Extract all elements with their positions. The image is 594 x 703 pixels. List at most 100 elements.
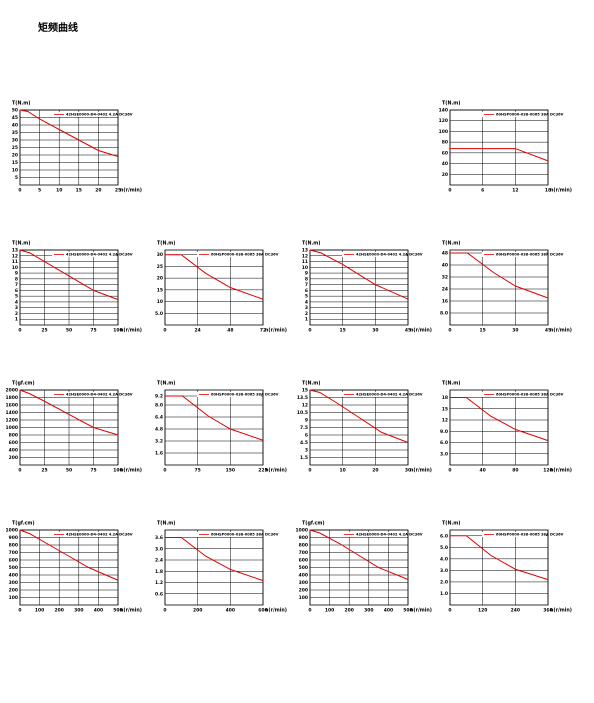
- y-tick-label: 9.0: [440, 429, 448, 435]
- y-tick-label: 4.8: [155, 427, 163, 433]
- y-tick-label: 60: [442, 150, 448, 156]
- y-tick-label: 4: [305, 299, 308, 305]
- x-tick-label: 12: [512, 188, 518, 194]
- y-tick-label: 600: [9, 440, 18, 446]
- x-tick-label: 30: [372, 328, 378, 334]
- plot-frame: [449, 389, 549, 466]
- series-line: [309, 249, 409, 300]
- x-tick-label: 0: [448, 188, 451, 194]
- x-tick-label: 0: [448, 608, 451, 614]
- y-tick-label: 2: [15, 311, 18, 317]
- y-tick-label: 100: [9, 595, 18, 601]
- x-tick-label: 75: [195, 468, 201, 474]
- x-tick-label: 75: [90, 468, 96, 474]
- x-tick-label: 0: [308, 468, 311, 474]
- y-tick-label: 4: [15, 299, 18, 305]
- y-tick-label: 3.0: [440, 451, 448, 457]
- x-axis-label: n(r/min): [120, 608, 142, 614]
- y-tick-label: 600: [9, 558, 18, 564]
- y-tick-label: 2.0: [440, 579, 448, 585]
- x-tick-label: 600: [258, 608, 267, 614]
- x-tick-label: 40: [480, 468, 486, 474]
- plot-frame: [309, 529, 409, 606]
- y-tick-label: 8: [305, 276, 308, 282]
- legend-box: [197, 532, 261, 537]
- legend-label: 60HSP0000-038-0065 38A DC36V: [496, 253, 564, 257]
- x-tick-label: 150: [226, 468, 235, 474]
- x-tick-label: 15: [76, 188, 82, 194]
- y-tick-label: 9: [15, 271, 18, 277]
- y-tick-label: 24: [442, 287, 448, 293]
- x-tick-label: 120: [478, 608, 487, 614]
- y-tick-label: 18: [442, 395, 448, 401]
- y-tick-label: 400: [299, 573, 308, 579]
- legend-label: 60HSP0000-038-0065 38A DC36V: [211, 253, 279, 257]
- x-tick-label: 72: [260, 328, 266, 334]
- series-line: [450, 535, 549, 581]
- y-tick-label: 11: [302, 259, 308, 265]
- y-axis-label: T(N.m): [442, 241, 461, 247]
- y-tick-label: 15: [157, 287, 163, 293]
- y-tick-label: 8: [15, 276, 18, 282]
- y-tick-label: 3: [305, 448, 308, 454]
- y-tick-label: 800: [299, 543, 308, 549]
- y-tick-label: 6.0: [440, 440, 448, 446]
- x-tick-label: 18: [545, 188, 551, 194]
- y-tick-label: 140: [439, 108, 448, 114]
- legend-box: [197, 252, 261, 257]
- legend-label: 60HSP0000-038-0065 38A DC36V: [496, 113, 564, 117]
- y-tick-label: 30: [12, 138, 18, 144]
- y-tick-label: 700: [9, 550, 18, 556]
- x-tick-label: 45: [545, 328, 551, 334]
- x-axis-label: n(r/min): [120, 328, 142, 334]
- legend-label: 42HSE0000-D4-0402 4.2A DC36V: [66, 253, 133, 257]
- y-axis-label: T(N.m): [442, 381, 461, 387]
- y-tick-label: 6: [15, 288, 18, 294]
- legend-box: [342, 392, 406, 397]
- y-tick-label: 6: [305, 288, 308, 294]
- x-tick-label: 30: [512, 328, 518, 334]
- y-tick-label: 1000: [5, 528, 18, 534]
- y-tick-label: 3.6: [155, 535, 163, 541]
- y-tick-label: 1600: [5, 403, 18, 409]
- series-line: [165, 254, 264, 300]
- x-tick-label: 0: [18, 328, 21, 334]
- y-tick-label: 20: [442, 172, 448, 178]
- y-tick-label: 80: [442, 140, 448, 146]
- x-tick-label: 0: [163, 468, 166, 474]
- y-tick-label: 500: [299, 565, 308, 571]
- x-axis-label: n(r/min): [120, 468, 142, 474]
- x-tick-label: 0: [448, 328, 451, 334]
- legend-box: [52, 532, 116, 537]
- legend-box: [482, 532, 546, 537]
- y-axis-label: T(N.m): [12, 241, 31, 247]
- y-tick-label: 4.5: [300, 440, 308, 446]
- y-axis-label: T(gf.cm): [12, 381, 35, 387]
- y-tick-label: 1800: [5, 395, 18, 401]
- x-tick-label: 300: [74, 608, 83, 614]
- y-tick-label: 2.4: [155, 558, 163, 564]
- x-tick-label: 24: [195, 328, 201, 334]
- y-axis-label: T(N.m): [442, 101, 461, 107]
- x-tick-label: 0: [163, 608, 166, 614]
- y-tick-label: 9: [305, 418, 308, 424]
- y-tick-label: 1: [305, 317, 308, 323]
- y-tick-label: 12: [12, 253, 18, 259]
- legend-label: 60HSP0000-038-0065 38A DC36V: [496, 393, 564, 397]
- y-tick-label: 9.2: [155, 394, 163, 400]
- x-tick-label: 100: [113, 328, 122, 334]
- x-axis-label: n(r/min): [410, 608, 432, 614]
- legend-box: [482, 392, 546, 397]
- x-tick-label: 6: [481, 188, 484, 194]
- y-tick-label: 20: [157, 276, 163, 282]
- y-tick-label: 12: [302, 253, 308, 259]
- y-tick-label: 0.6: [155, 591, 163, 597]
- series-line: [450, 148, 549, 162]
- y-tick-label: 7: [15, 282, 18, 288]
- x-tick-label: 50: [66, 328, 72, 334]
- legend-box: [52, 392, 116, 397]
- plot-frame: [19, 389, 119, 466]
- legend-label: 42HSE0000-D4-0402 4.2A DC36V: [66, 533, 133, 537]
- y-tick-label: 400: [9, 573, 18, 579]
- x-tick-label: 30: [405, 468, 411, 474]
